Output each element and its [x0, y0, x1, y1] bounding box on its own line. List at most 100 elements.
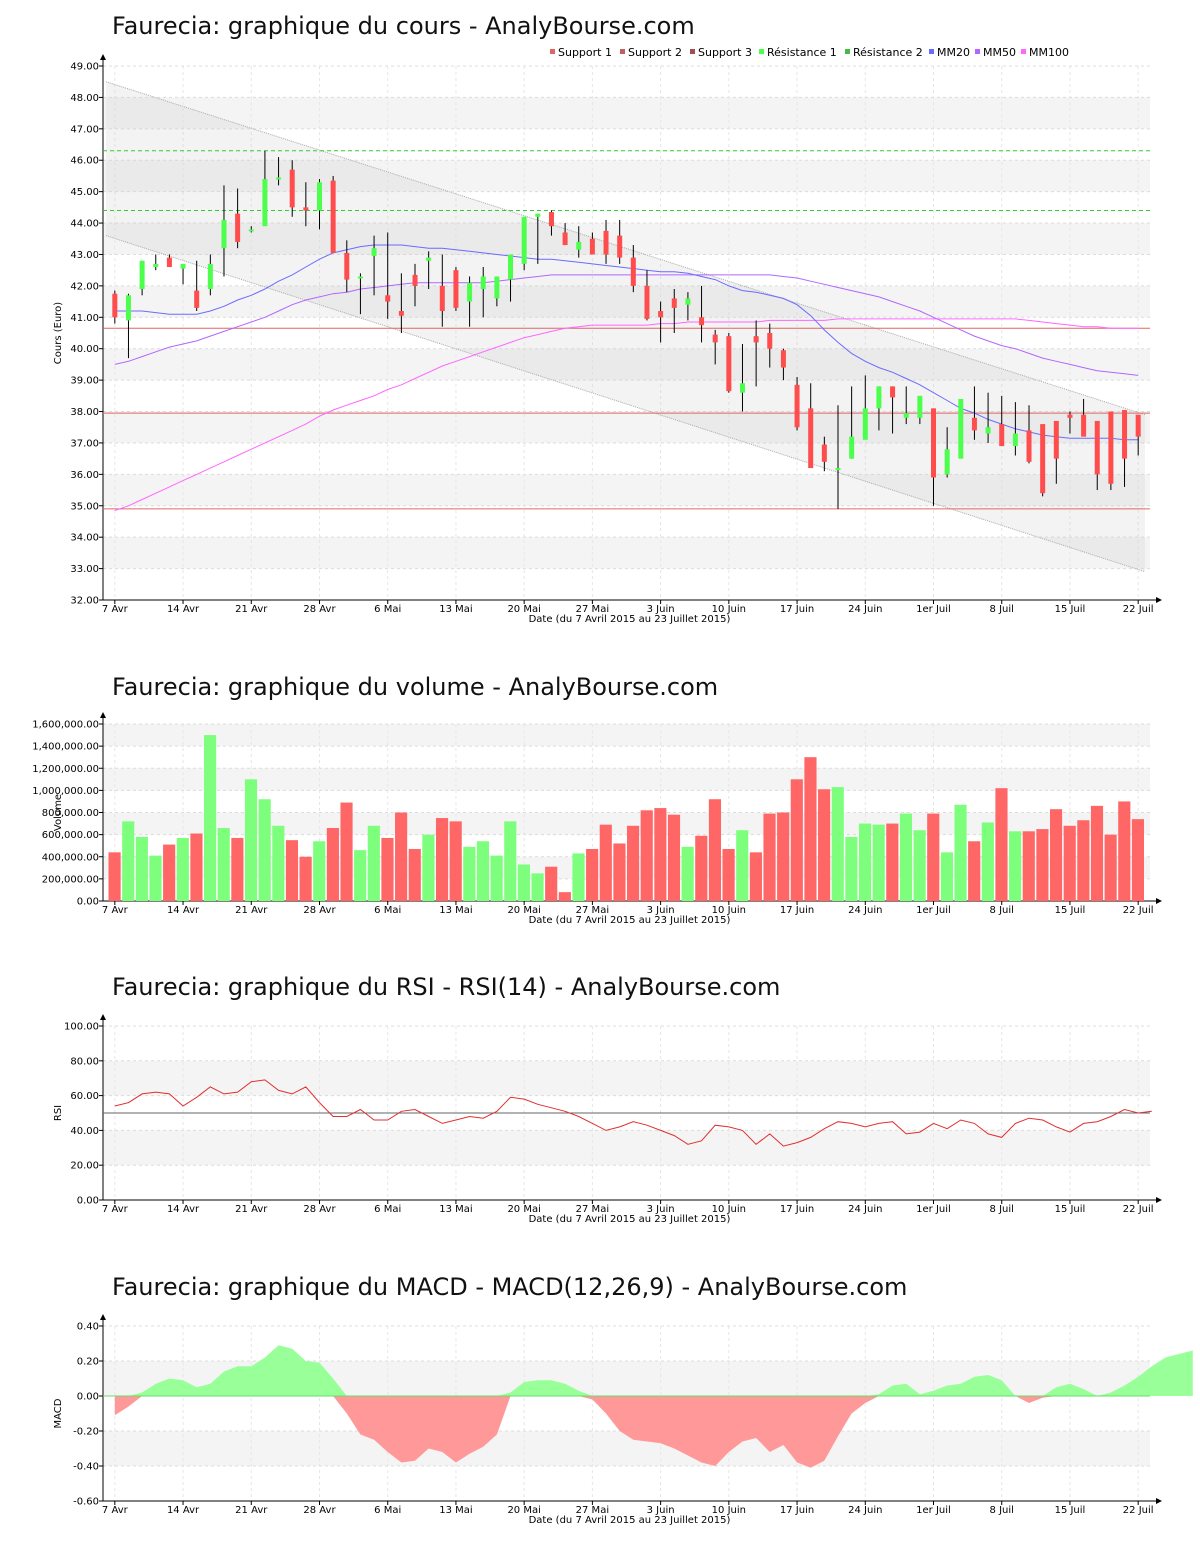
volume-bar	[354, 850, 367, 901]
volume-bar	[1118, 801, 1131, 901]
y-axis-label: MACD	[53, 1398, 64, 1428]
volume-bar	[640, 810, 653, 901]
volume-bar	[1022, 831, 1035, 901]
candle-body	[289, 169, 295, 208]
x-tick-label: 3 Juin	[647, 1204, 675, 1215]
legend-label: Résistance 1	[767, 46, 837, 59]
x-axis-arrow	[1156, 1498, 1162, 1504]
x-tick-label: 3 Juin	[647, 1505, 675, 1516]
volume-bar	[340, 802, 353, 901]
y-tick-label: 20.00	[70, 1161, 99, 1172]
volume-bar	[313, 841, 326, 901]
y-tick-label: 0.00	[77, 1196, 99, 1207]
x-axis-arrow	[1156, 1197, 1162, 1203]
y-tick-label: 0.00	[77, 1392, 99, 1403]
y-tick-label: 1,400,000.00	[32, 742, 99, 753]
candle-body	[726, 336, 732, 392]
x-tick-label: 28 Avr	[303, 604, 336, 615]
x-tick-label: 14 Avr	[167, 1505, 200, 1516]
x-tick-label: 17 Juin	[780, 1204, 814, 1215]
y-tick-label: 200,000.00	[42, 874, 99, 885]
candle-body	[398, 311, 404, 316]
x-tick-label: 8 Juil	[990, 905, 1014, 916]
volume-bar	[435, 818, 449, 901]
candle-body	[971, 417, 977, 431]
candle-body	[344, 252, 350, 280]
candle-body	[521, 216, 527, 264]
candle-body	[112, 293, 118, 318]
grid-band	[103, 474, 1150, 506]
volume-bar	[408, 849, 421, 901]
volume-bar	[449, 821, 462, 901]
x-axis-label: Date (du 7 Avril 2015 au 23 Juillet 2015…	[529, 915, 731, 926]
volume-bar	[531, 873, 544, 901]
x-tick-label: 6 Mai	[374, 905, 401, 916]
grid-band	[103, 97, 1150, 129]
candle-body	[658, 311, 664, 318]
volume-bar	[845, 836, 858, 901]
volume-bar	[627, 825, 640, 901]
candle-body	[221, 219, 227, 249]
volume-bar	[1009, 831, 1022, 901]
candle-body	[630, 257, 636, 286]
x-tick-label: 6 Mai	[374, 604, 401, 615]
candle-body	[207, 263, 213, 290]
volume-bar	[777, 812, 790, 901]
x-tick-label: 14 Avr	[167, 604, 200, 615]
candle-body	[931, 408, 937, 478]
x-tick-label: 21 Avr	[235, 905, 268, 916]
x-tick-label: 24 Juin	[848, 1505, 882, 1516]
x-tick-label: 13 Mai	[439, 1505, 472, 1516]
legend-label: MM50	[983, 46, 1016, 59]
candle-body	[166, 257, 172, 268]
candle-body	[753, 336, 759, 343]
candle-body	[535, 213, 541, 217]
price-chart: 32.00 33.00 34.00 35.00 36.00 37.00 38.00 39.00…	[53, 54, 1162, 625]
volume-bar	[736, 830, 749, 901]
candle-body	[262, 179, 268, 227]
candle-body	[235, 213, 241, 242]
x-tick-label: 6 Mai	[374, 1505, 401, 1516]
candle-body	[125, 295, 131, 321]
y-tick-label: 45.00	[70, 187, 99, 198]
rsi-chart: 0.00 20.00 40.00 60.00 80.00 100.00 7 Avr 14 Av…	[53, 1014, 1162, 1225]
candle-body	[767, 333, 773, 349]
price-chart-title: Faurecia: graphique du cours - AnalyBour…	[112, 12, 695, 40]
x-tick-label: 7 Avr	[102, 1505, 129, 1516]
legend-label: Support 3	[698, 46, 752, 59]
x-tick-label: 20 Mai	[507, 604, 540, 615]
price-legend: Support 1 Support 2 Support 3 Résistance 1 R…	[550, 46, 1069, 59]
y-tick-label: 35.00	[70, 501, 99, 512]
candle-body	[999, 424, 1005, 447]
candle-body	[548, 212, 554, 227]
volume-bar	[763, 813, 776, 901]
x-tick-label: 10 Juin	[712, 905, 746, 916]
y-tick-label: 400,000.00	[42, 852, 99, 863]
candle-body	[808, 408, 814, 469]
legend-swatch	[929, 49, 934, 54]
volume-bar	[176, 837, 189, 901]
volume-bar	[135, 836, 148, 901]
x-tick-label: 17 Juin	[780, 905, 814, 916]
volume-bar	[1063, 825, 1076, 901]
volume-bar	[299, 856, 312, 901]
candle-body	[385, 295, 391, 302]
y-tick-label: 33.00	[70, 564, 99, 575]
legend-swatch	[975, 49, 980, 54]
volume-bar	[886, 823, 899, 901]
candle-body	[1094, 420, 1100, 475]
y-tick-label: -0.60	[73, 1497, 99, 1508]
x-tick-label: 28 Avr	[303, 1204, 336, 1215]
x-tick-label: 24 Juin	[848, 905, 882, 916]
x-tick-label: 10 Juin	[712, 604, 746, 615]
volume-bar	[927, 813, 940, 901]
candle-body	[1026, 430, 1032, 462]
y-axis-label: Cours (Euro)	[53, 302, 64, 365]
macd-chart: -0.60 -0.40 -0.20 0.00 0.20 0.40 7 Avr 14 Avr 21…	[53, 1314, 1193, 1526]
candle-body	[357, 276, 363, 279]
x-axis-arrow	[1156, 898, 1162, 904]
legend-swatch	[845, 49, 850, 54]
volume-bar	[476, 841, 490, 901]
candle-body	[248, 229, 254, 232]
candle-body	[1012, 433, 1018, 447]
